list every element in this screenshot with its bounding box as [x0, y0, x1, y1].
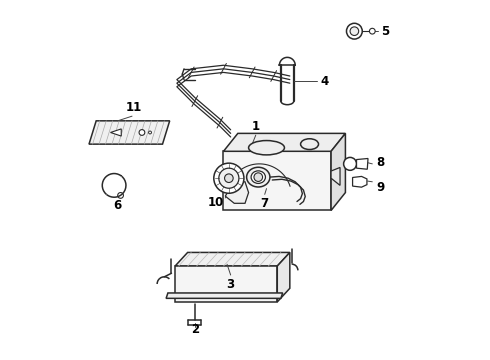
Text: 5: 5: [381, 25, 390, 38]
Text: 9: 9: [376, 181, 385, 194]
Ellipse shape: [300, 139, 318, 149]
Circle shape: [346, 23, 362, 39]
Polygon shape: [223, 151, 331, 211]
Circle shape: [102, 174, 126, 197]
Ellipse shape: [246, 167, 270, 187]
Polygon shape: [175, 252, 290, 266]
Text: 10: 10: [208, 196, 224, 209]
Circle shape: [369, 28, 375, 34]
Text: 4: 4: [320, 75, 329, 88]
Text: 3: 3: [226, 278, 235, 291]
Polygon shape: [89, 121, 170, 144]
Polygon shape: [331, 134, 345, 211]
Circle shape: [139, 130, 145, 135]
Polygon shape: [357, 158, 368, 169]
Circle shape: [343, 157, 357, 170]
Text: 2: 2: [191, 323, 199, 336]
Polygon shape: [166, 293, 283, 298]
Circle shape: [350, 27, 359, 36]
Polygon shape: [277, 252, 290, 302]
Circle shape: [214, 163, 244, 193]
Polygon shape: [223, 134, 345, 151]
Circle shape: [254, 173, 263, 181]
Circle shape: [148, 131, 151, 134]
Circle shape: [219, 168, 239, 188]
Polygon shape: [110, 129, 121, 136]
Text: 8: 8: [376, 156, 384, 169]
Ellipse shape: [251, 171, 266, 183]
Polygon shape: [175, 266, 277, 302]
Text: 6: 6: [114, 199, 122, 212]
Text: 1: 1: [252, 120, 260, 133]
Polygon shape: [353, 176, 367, 187]
Text: 11: 11: [126, 101, 142, 114]
Text: 7: 7: [261, 197, 269, 210]
Ellipse shape: [248, 140, 285, 155]
Polygon shape: [225, 182, 248, 203]
Circle shape: [118, 193, 123, 198]
Circle shape: [224, 174, 233, 183]
Polygon shape: [331, 167, 340, 185]
